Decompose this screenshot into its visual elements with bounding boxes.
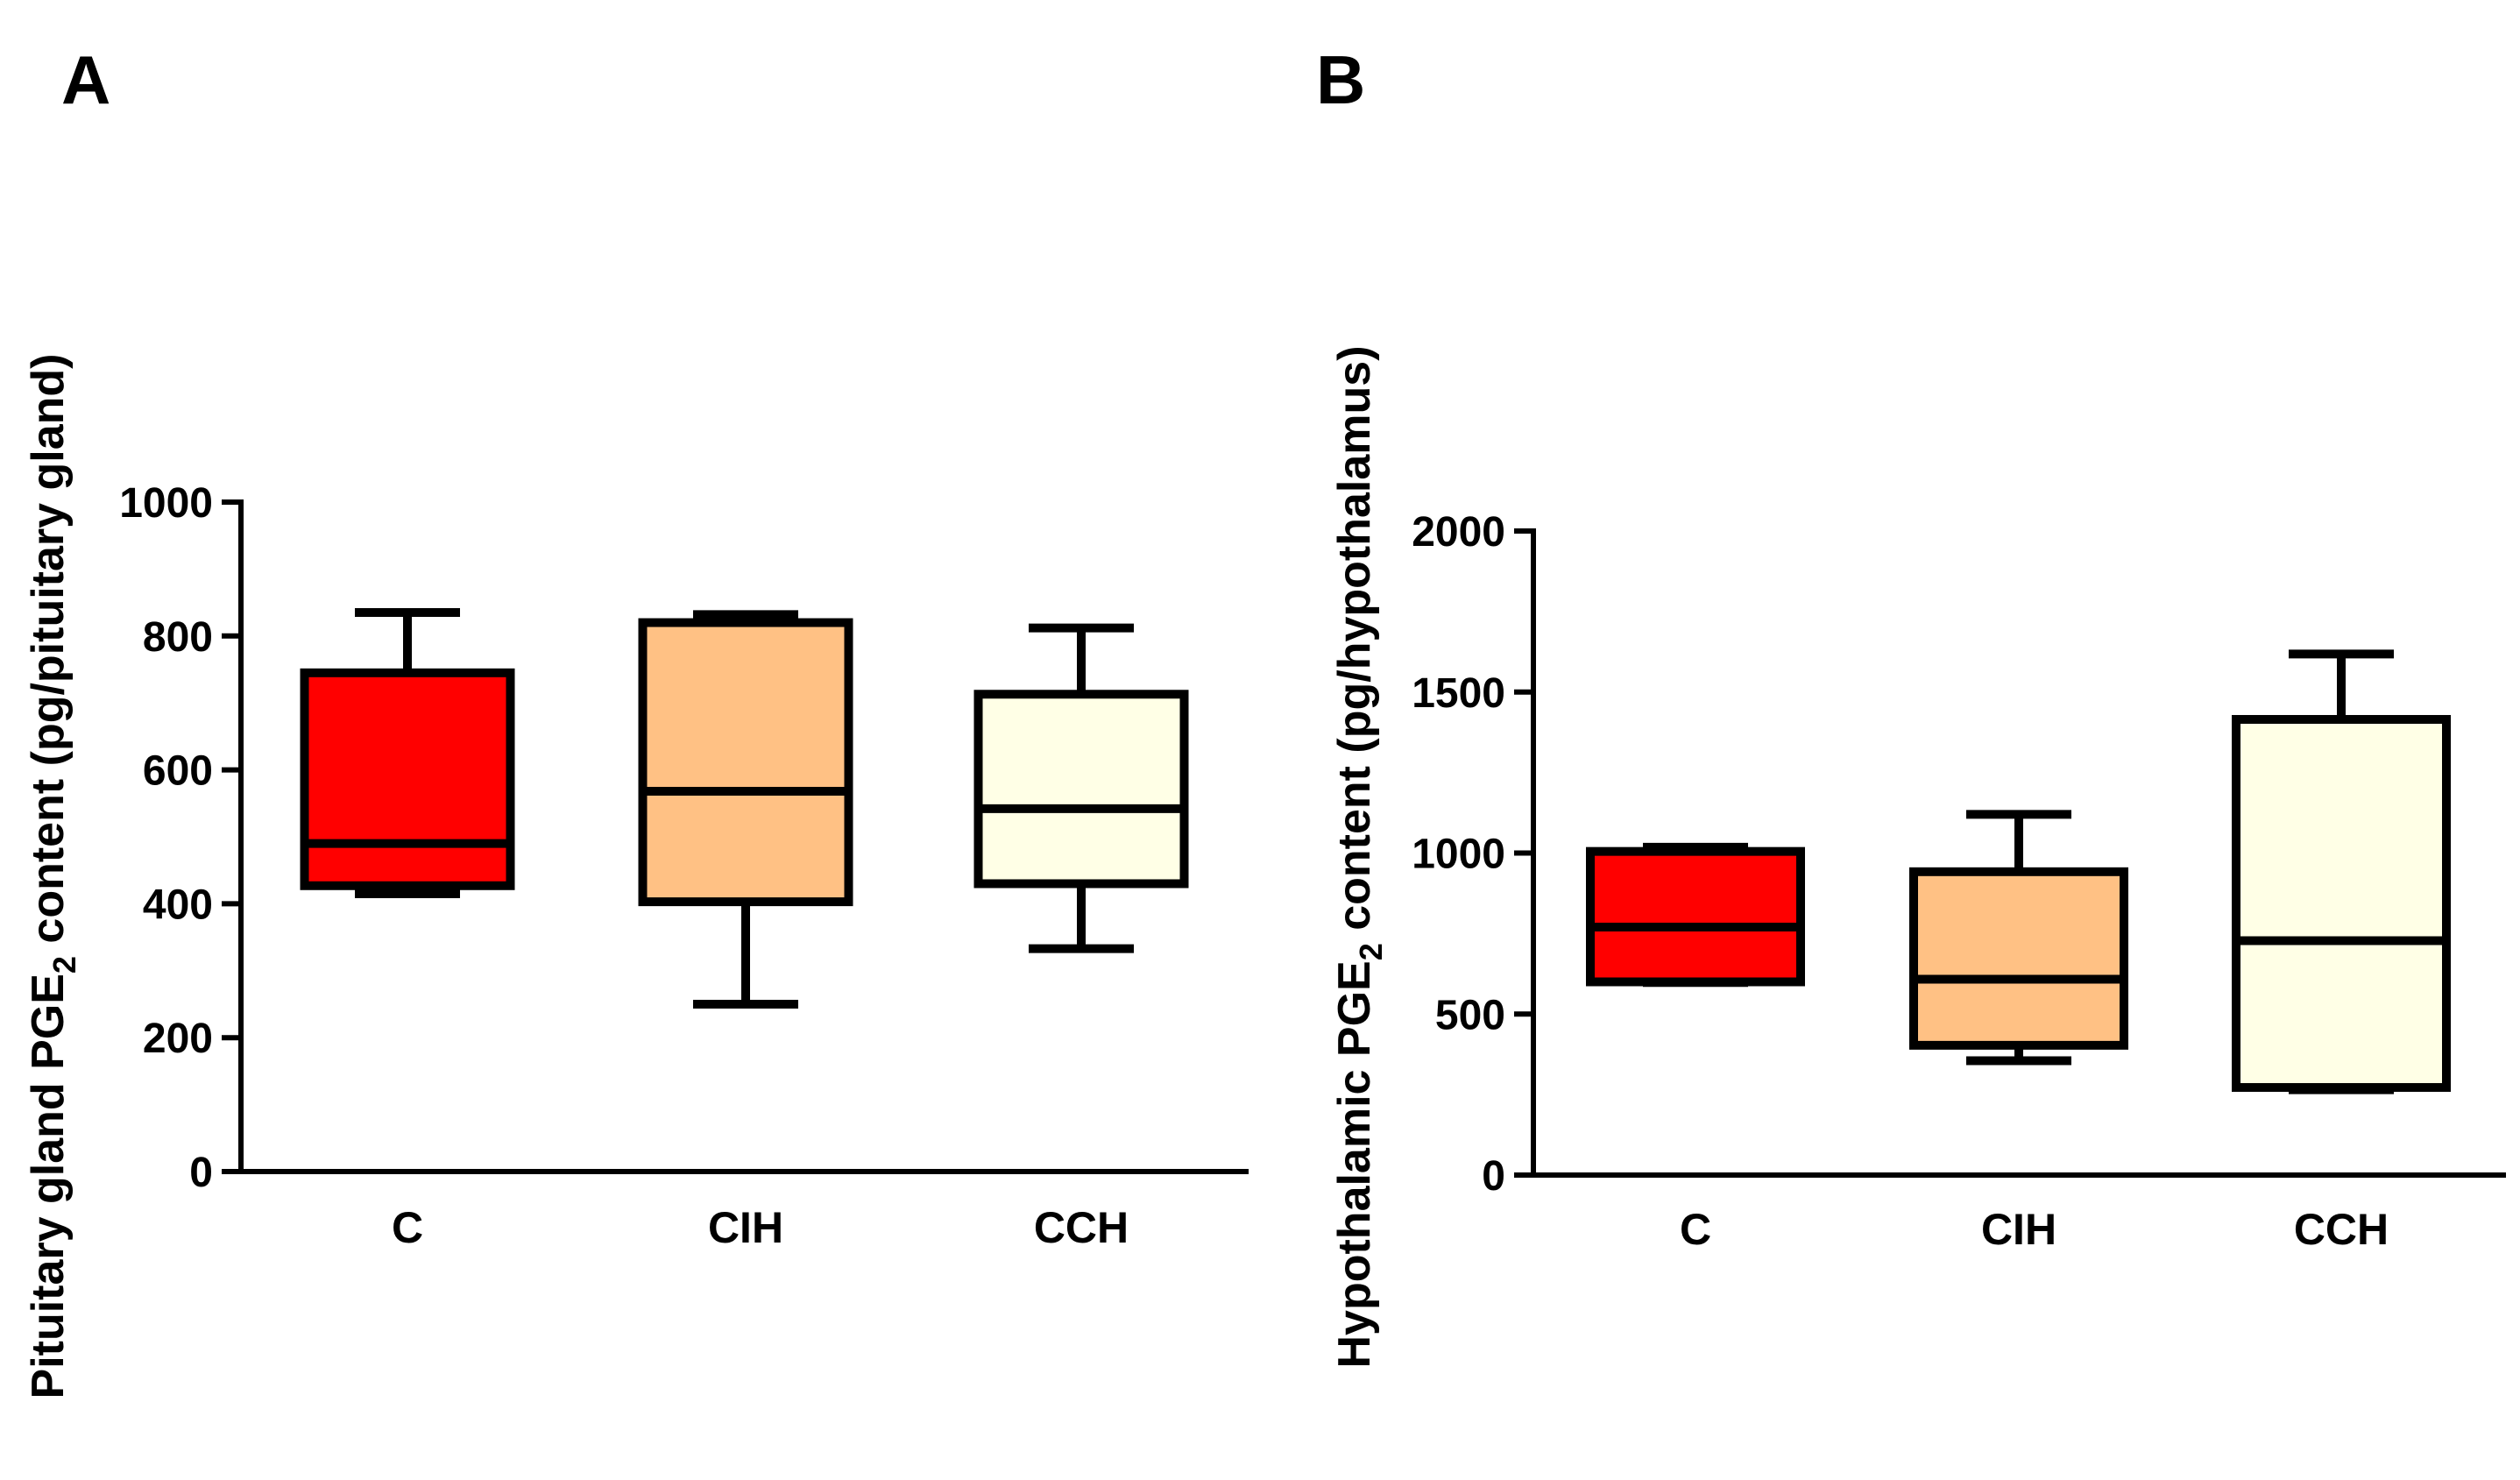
panel-b-y-tick-label: 1000 — [1412, 832, 1505, 878]
panel-a-y-tick-label: 400 — [143, 882, 213, 928]
iqr-box — [1909, 867, 2128, 1050]
iqr-box — [638, 618, 853, 907]
panel-a-x-tick-label: C — [392, 1203, 423, 1252]
iqr-box — [1586, 846, 1805, 987]
panel-a-box-cch — [973, 623, 1189, 953]
panel-b: B Hypothalamic PGE2 content (pg/hypothal… — [1316, 41, 2506, 1369]
panel-a-y-tick-label: 200 — [143, 1016, 213, 1062]
panel-b-y-tick-label: 0 — [1482, 1153, 1505, 1200]
panel-a-y-tick-label: 0 — [189, 1150, 213, 1196]
panel-b-x-tick-label: CIH — [1981, 1205, 2056, 1254]
panel-a-y-axis-label: Pituitary gland PGE2 content (pg/pituita… — [23, 354, 82, 1399]
panel-a-y-tick-label: 1000 — [119, 480, 213, 527]
panel-b-letter: B — [1316, 41, 1365, 118]
panel-b-x-tick-label: CCH — [2294, 1205, 2389, 1254]
panel-b-y-tick-label: 2000 — [1412, 509, 1505, 556]
panel-a-x-tick-label: CIH — [708, 1203, 783, 1252]
panel-a-x-tick-label: CCH — [1034, 1203, 1129, 1252]
panel-a-y-tick-label: 600 — [143, 748, 213, 795]
panel-b-y-axis-label: Hypothalamic PGE2 content (pg/hypothalam… — [1329, 345, 1389, 1368]
panel-b-box-c — [1586, 842, 1805, 988]
panel-b-y-tick-label: 1500 — [1412, 670, 1505, 717]
panel-b-box-cih — [1909, 810, 2128, 1066]
panel-a: A Pituitary gland PGE2 content (pg/pitui… — [23, 41, 1249, 1399]
iqr-box — [2232, 714, 2451, 1093]
iqr-box — [300, 668, 515, 890]
panel-b-plot-area: 0 500 1000 1500 2000 C CIH CCH — [1412, 509, 2506, 1254]
panel-a-y-tick-label: 800 — [143, 614, 213, 661]
panel-a-box-cih — [638, 610, 853, 1009]
panel-b-y-tick-label: 500 — [1435, 992, 1505, 1038]
panel-b-box-cch — [2232, 649, 2451, 1094]
panel-b-x-tick-label: C — [1680, 1205, 1711, 1254]
iqr-box — [973, 690, 1189, 889]
panel-a-letter: A — [61, 41, 110, 118]
panel-a-plot-area: 0 200 400 600 800 1000 C CIH CCH — [119, 480, 1249, 1252]
panel-a-box-c — [300, 608, 515, 898]
